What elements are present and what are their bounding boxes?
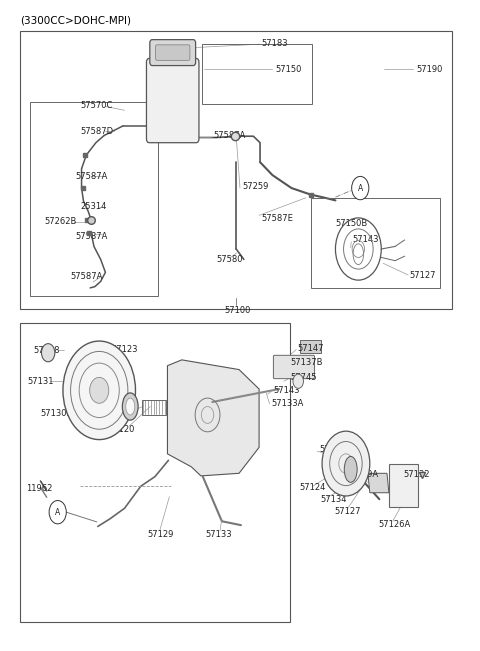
Bar xyxy=(21,323,290,622)
Text: A: A xyxy=(55,508,60,517)
Text: 57150B: 57150B xyxy=(336,219,368,228)
Circle shape xyxy=(49,501,66,524)
Text: 57133: 57133 xyxy=(205,530,232,539)
Text: 57123: 57123 xyxy=(111,345,138,354)
Text: 57133A: 57133A xyxy=(271,399,303,408)
Text: 57587D: 57587D xyxy=(80,126,113,135)
Text: 57134: 57134 xyxy=(324,458,350,467)
Text: 57259: 57259 xyxy=(242,182,269,191)
Bar xyxy=(142,400,166,415)
Text: 57190: 57190 xyxy=(417,65,443,74)
Text: 57124: 57124 xyxy=(300,483,326,492)
Text: 57183: 57183 xyxy=(262,39,288,48)
FancyBboxPatch shape xyxy=(150,40,196,66)
FancyBboxPatch shape xyxy=(156,45,190,61)
Bar xyxy=(300,340,321,353)
Text: 57115: 57115 xyxy=(320,445,346,454)
Text: (3300CC>DOHC-MPI): (3300CC>DOHC-MPI) xyxy=(21,16,132,25)
Text: 57149A: 57149A xyxy=(346,470,378,479)
Text: 57131: 57131 xyxy=(28,377,54,386)
Circle shape xyxy=(63,341,135,439)
Ellipse shape xyxy=(344,456,357,482)
Text: 57587A: 57587A xyxy=(75,172,108,181)
Bar xyxy=(21,31,452,309)
Circle shape xyxy=(352,176,369,200)
Text: 57127: 57127 xyxy=(409,271,436,280)
Text: 57126A: 57126A xyxy=(378,520,411,529)
Text: 57570C: 57570C xyxy=(80,101,112,109)
Polygon shape xyxy=(368,473,389,493)
Bar xyxy=(389,464,419,507)
Text: 57150: 57150 xyxy=(276,65,302,74)
Text: 57580: 57580 xyxy=(216,255,242,264)
Text: 25314: 25314 xyxy=(80,202,107,212)
Text: 57130B: 57130B xyxy=(40,409,73,417)
Text: 11962: 11962 xyxy=(26,484,53,493)
Circle shape xyxy=(41,344,55,362)
Text: A: A xyxy=(358,184,363,193)
Text: 57100: 57100 xyxy=(225,306,251,315)
Circle shape xyxy=(293,374,303,389)
Bar xyxy=(30,102,158,296)
Ellipse shape xyxy=(126,398,135,415)
Bar xyxy=(311,199,441,288)
Text: 57132: 57132 xyxy=(403,470,430,479)
Text: 57147: 57147 xyxy=(297,344,324,353)
Text: 57587A: 57587A xyxy=(75,232,108,241)
Polygon shape xyxy=(168,360,259,476)
Text: 57143: 57143 xyxy=(274,386,300,395)
Text: 57587E: 57587E xyxy=(262,214,293,223)
Text: 57128: 57128 xyxy=(34,346,60,355)
Text: 57143: 57143 xyxy=(352,236,379,244)
Circle shape xyxy=(322,431,370,496)
Text: 57137B: 57137B xyxy=(290,358,323,367)
Circle shape xyxy=(90,378,109,403)
Text: 57134: 57134 xyxy=(320,495,347,504)
Text: 57587A: 57587A xyxy=(71,272,103,281)
Text: 57120: 57120 xyxy=(109,424,135,434)
FancyBboxPatch shape xyxy=(146,59,199,143)
FancyBboxPatch shape xyxy=(274,355,314,379)
Text: 57745: 57745 xyxy=(290,373,317,382)
Text: 57127: 57127 xyxy=(335,507,361,516)
Text: 57262B: 57262B xyxy=(44,217,77,227)
Text: 57587A: 57587A xyxy=(214,131,246,140)
Bar xyxy=(202,44,312,104)
Text: 57129: 57129 xyxy=(147,530,173,539)
Ellipse shape xyxy=(122,393,138,420)
Text: 57143B: 57143B xyxy=(97,411,129,421)
